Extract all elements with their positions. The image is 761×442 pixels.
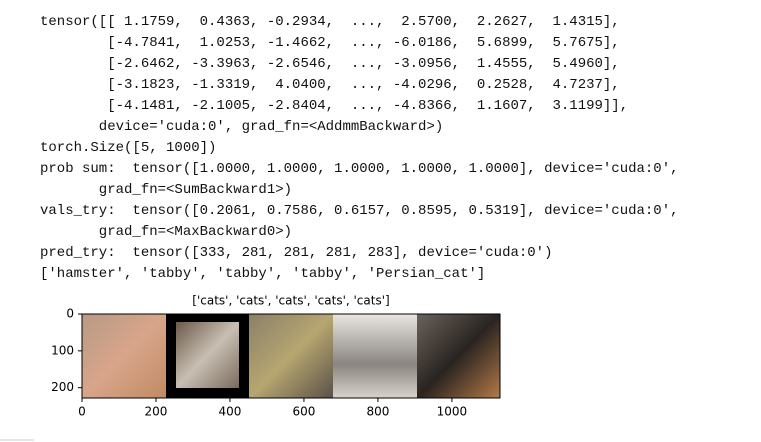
x-tick-label: 1000 xyxy=(437,405,468,419)
x-tick-label: 600 xyxy=(292,405,315,419)
image-tile xyxy=(417,314,500,398)
cell-border xyxy=(0,439,34,441)
output-line: grad_fn=<MaxBackward0>) xyxy=(40,224,293,240)
axes-frame xyxy=(81,313,501,399)
output-line: vals_try: tensor([0.2061, 0.7586, 0.6157… xyxy=(40,203,679,219)
output-line: [-4.7841, 1.0253, -1.4662, ..., -6.0186,… xyxy=(40,35,620,51)
output-line: tensor([[ 1.1759, 0.4363, -0.2934, ..., … xyxy=(40,14,620,30)
output-line: prob sum: tensor([1.0000, 1.0000, 1.0000… xyxy=(40,161,679,177)
output-line: [-3.1823, -1.3319, 4.0400, ..., -4.0296,… xyxy=(40,77,620,93)
x-tick-label: 200 xyxy=(145,405,168,419)
output-line: device='cuda:0', grad_fn=<AddmmBackward>… xyxy=(40,119,444,135)
output-line: torch.Size([5, 1000]) xyxy=(40,140,217,156)
output-line: pred_try: tensor([333, 281, 281, 281, 28… xyxy=(40,245,553,261)
output-line: [-2.6462, -3.3963, -2.6546, ..., -3.0956… xyxy=(40,56,620,72)
output-line: [-4.1481, -2.1005, -2.8404, ..., -4.8366… xyxy=(40,98,629,114)
output-line: grad_fn=<SumBackward1>) xyxy=(40,182,293,198)
y-tick-label: 100 xyxy=(51,343,74,357)
image-tile xyxy=(82,314,166,398)
image-tile xyxy=(333,314,417,398)
x-tick-label: 400 xyxy=(219,405,242,419)
y-tick-label: 200 xyxy=(51,380,74,394)
x-tick-label: 800 xyxy=(366,405,389,419)
output-line: ['hamster', 'tabby', 'tabby', 'tabby', '… xyxy=(40,266,486,282)
figure-title: ['cats', 'cats', 'cats', 'cats', 'cats'] xyxy=(192,294,389,308)
stdout: tensor([[ 1.1759, 0.4363, -0.2934, ..., … xyxy=(40,12,679,285)
image-tile xyxy=(176,322,239,388)
x-tick-label: 0 xyxy=(78,405,86,419)
image-tiles xyxy=(82,314,500,398)
image-figure: ['cats', 'cats', 'cats', 'cats', 'cats']… xyxy=(51,294,501,419)
image-tile xyxy=(249,314,333,398)
y-tick-label: 0 xyxy=(66,307,74,321)
